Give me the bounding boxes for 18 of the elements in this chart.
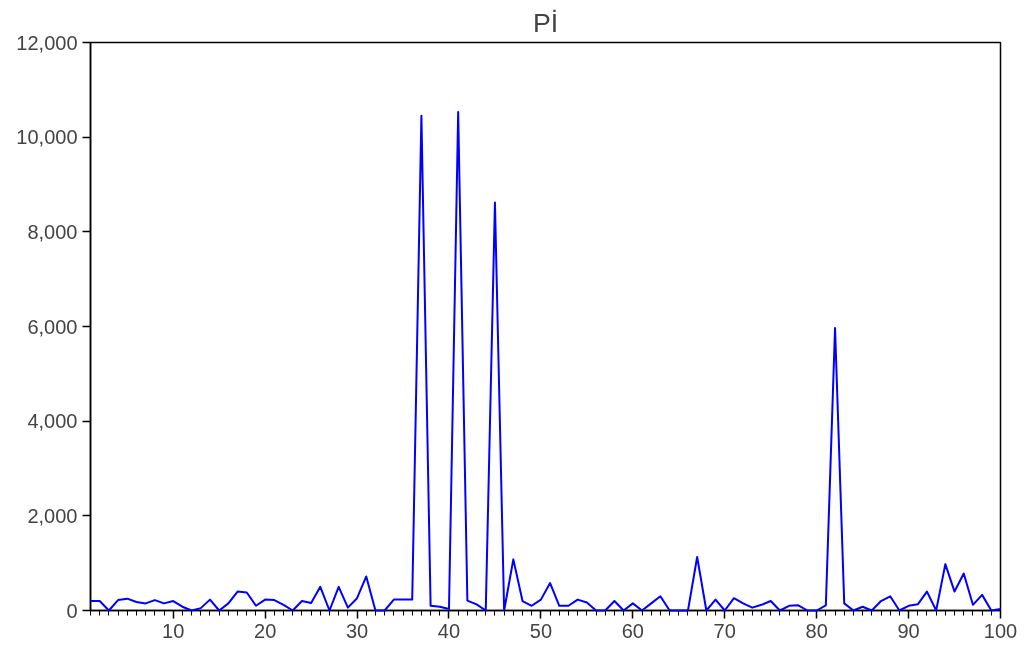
x-tick-label: 80	[805, 619, 828, 642]
x-tick-label: 30	[345, 619, 369, 642]
x-tick-label: 10	[162, 619, 185, 642]
chart-title: Pİ	[532, 7, 559, 38]
x-tick-label: 40	[437, 619, 461, 642]
y-tick-label: 8,000	[27, 220, 78, 243]
y-tick-label: 12,000	[16, 31, 78, 54]
x-tick-label: 20	[254, 619, 277, 642]
x-tick-label: 50	[529, 619, 553, 642]
x-tick-label: 70	[713, 619, 736, 642]
y-tick-label: 2,000	[27, 504, 78, 527]
y-tick-label: 10,000	[16, 126, 78, 149]
x-tick-label: 100	[983, 619, 1018, 642]
y-tick-label: 4,000	[27, 410, 78, 433]
y-tick-label: 0	[66, 599, 78, 622]
x-tick-label: 60	[621, 619, 644, 642]
y-tick-label: 6,000	[27, 315, 78, 338]
x-tick-label: 90	[897, 619, 920, 642]
